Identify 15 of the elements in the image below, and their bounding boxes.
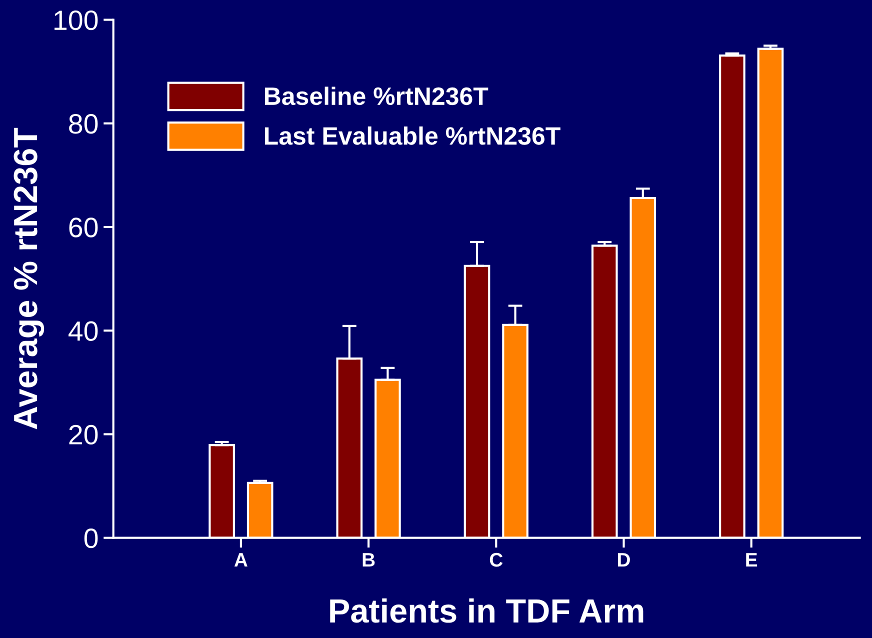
y-tick-label: 40	[68, 321, 98, 341]
y-tick-label: 80	[69, 114, 98, 134]
x-tick-label: A	[234, 553, 248, 567]
x-tick-label: E	[746, 553, 758, 567]
legend-label: Last Evaluable %rtN236T	[264, 126, 560, 145]
legend-label: Baseline %rtN236T	[264, 86, 488, 106]
x-axis-title: Patients in TDF Arm	[330, 598, 644, 623]
y-tick-label: 20	[69, 424, 98, 445]
y-tick-label: 0	[84, 528, 98, 548]
x-tick-label: D	[618, 553, 630, 567]
x-tick-label: C	[490, 552, 503, 567]
y-tick-label: 60	[69, 218, 98, 238]
x-tick-label: B	[362, 553, 375, 567]
y-tick-label: 100	[54, 10, 98, 30]
y-axis-title: Average % rtN236T	[14, 128, 44, 430]
